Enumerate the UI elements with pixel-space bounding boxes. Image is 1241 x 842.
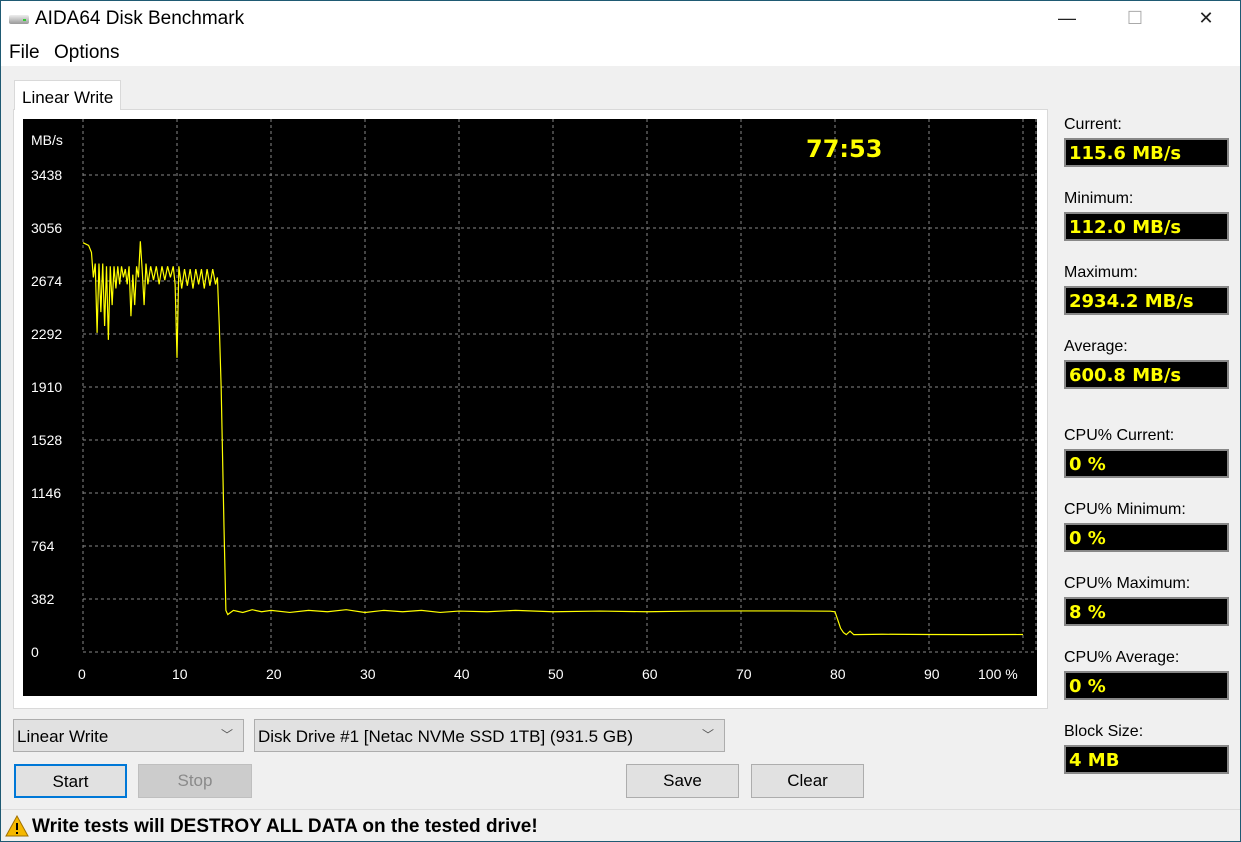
stat-label: Current: — [1064, 116, 1122, 133]
stat-value: 600.8 MB/s — [1064, 360, 1229, 389]
menu-options[interactable]: Options — [54, 42, 120, 63]
test-type-value: Linear Write — [17, 727, 109, 746]
x-tick-label: 0 — [78, 666, 86, 682]
x-tick-label: 30 — [360, 666, 376, 682]
title-bar: AIDA64 Disk Benchmark — ☐ ✕ — [1, 1, 1240, 36]
stat-label: Minimum: — [1064, 190, 1134, 207]
stat-label: CPU% Maximum: — [1064, 575, 1191, 592]
y-tick-label: 764 — [31, 538, 55, 554]
clear-button[interactable]: Clear — [751, 764, 864, 798]
x-tick-label: 50 — [548, 666, 564, 682]
x-tick-label: 60 — [642, 666, 658, 682]
stat-label: CPU% Current: — [1064, 427, 1175, 444]
y-tick-label: 2292 — [31, 326, 62, 342]
y-tick-label: 3056 — [31, 220, 62, 236]
stat-value: 2934.2 MB/s — [1064, 286, 1229, 315]
start-button[interactable]: Start — [14, 764, 127, 798]
drive-select[interactable]: Disk Drive #1 [Netac NVMe SSD 1TB] (931.… — [254, 719, 725, 752]
test-type-select[interactable]: Linear Write ﹀ — [13, 719, 244, 752]
minimize-button[interactable]: — — [1058, 8, 1076, 28]
x-tick-label: 40 — [454, 666, 470, 682]
x-tick-label: 20 — [266, 666, 282, 682]
stat-value: 115.6 MB/s — [1064, 138, 1229, 167]
chart-svg: 0 10 20 30 40 50 60 70 80 90 100 % 0 382 764 1146 1528 1… — [31, 119, 1037, 682]
x-tick-label: 10 — [172, 666, 188, 682]
stat-label: Average: — [1064, 338, 1128, 355]
y-tick-label: 3438 — [31, 167, 62, 183]
warning-message: Write tests will DESTROY ALL DATA on the… — [32, 816, 538, 837]
save-button[interactable]: Save — [626, 764, 739, 798]
x-tick-label: 70 — [736, 666, 752, 682]
menu-file[interactable]: File — [9, 42, 40, 63]
chart-grid — [82, 119, 1037, 653]
stat-value: 4 MB — [1064, 745, 1229, 774]
stat-value: 8 % — [1064, 597, 1229, 626]
stat-value: 112.0 MB/s — [1064, 212, 1229, 241]
close-button[interactable]: ✕ — [1198, 8, 1214, 28]
window-title: AIDA64 Disk Benchmark — [35, 8, 245, 29]
stat-value: 0 % — [1064, 449, 1229, 478]
status-divider — [1, 809, 1240, 810]
stat-value: 0 % — [1064, 671, 1229, 700]
maximize-button[interactable]: ☐ — [1126, 8, 1144, 28]
x-tick-label: 90 — [924, 666, 940, 682]
stop-button[interactable]: Stop — [138, 764, 252, 798]
write-speed-line — [82, 241, 1024, 636]
chevron-down-icon: ﹀ — [220, 728, 233, 742]
stat-label: Maximum: — [1064, 264, 1138, 281]
warning-icon — [5, 815, 29, 837]
elapsed-timer: 77:53 — [806, 135, 882, 163]
tab-linear-write[interactable]: Linear Write — [14, 80, 121, 110]
y-tick-label: 1910 — [31, 379, 62, 395]
y-tick-label: 1528 — [31, 432, 62, 448]
disk-drive-icon — [9, 15, 29, 24]
y-tick-label: 382 — [31, 591, 55, 607]
drive-value: Disk Drive #1 [Netac NVMe SSD 1TB] (931.… — [258, 727, 634, 746]
y-axis-label: MB/s — [31, 132, 63, 148]
menu-bar: File Options — [1, 36, 1240, 66]
stat-label: CPU% Minimum: — [1064, 501, 1186, 518]
y-tick-label: 0 — [31, 644, 39, 660]
y-tick-label: 2674 — [31, 273, 62, 289]
y-tick-label: 1146 — [31, 485, 61, 501]
benchmark-chart: 0 10 20 30 40 50 60 70 80 90 100 % 0 382 764 1146 1528 1… — [23, 119, 1037, 696]
stat-label: CPU% Average: — [1064, 649, 1180, 666]
stat-label: Block Size: — [1064, 723, 1144, 740]
chevron-down-icon: ﹀ — [701, 728, 714, 742]
stat-value: 0 % — [1064, 523, 1229, 552]
x-tick-label: 100 % — [978, 666, 1018, 682]
x-tick-label: 80 — [830, 666, 846, 682]
